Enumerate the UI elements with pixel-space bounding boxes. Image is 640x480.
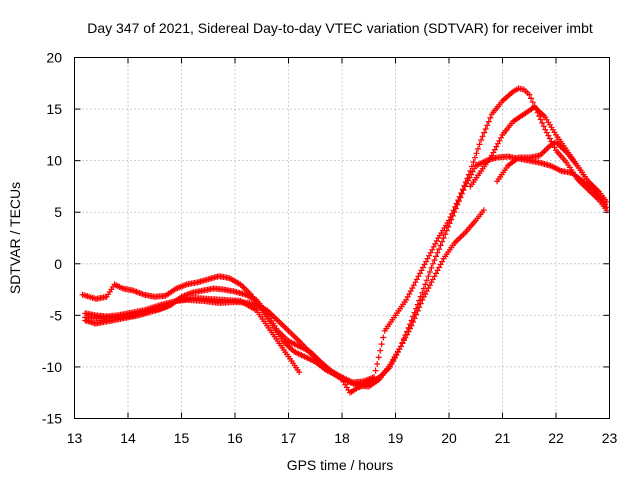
y-tick-label: 15 <box>46 101 62 117</box>
y-tick-label: -5 <box>50 307 63 323</box>
chart-title: Day 347 of 2021, Sidereal Day-to-day VTE… <box>87 20 593 36</box>
y-tick-label: 0 <box>54 256 62 272</box>
x-tick-label: 22 <box>548 430 564 446</box>
y-tick-label: -15 <box>42 411 62 427</box>
x-tick-label: 13 <box>67 430 83 446</box>
x-tick-label: 18 <box>334 430 350 446</box>
x-tick-label: 15 <box>174 430 190 446</box>
plus-markers <box>494 139 610 205</box>
y-tick-label: 20 <box>46 50 62 66</box>
x-tick-label: 23 <box>602 430 618 446</box>
x-tick-label: 19 <box>388 430 404 446</box>
axis-ticks: 13 14 15 16 17 18 19 20 21 22 23 -15 -10 -5 0 5 10 15 20 <box>42 50 618 447</box>
x-tick-label: 14 <box>120 430 136 446</box>
x-tick-label: 16 <box>227 430 243 446</box>
x-axis-label: GPS time / hours <box>287 457 394 473</box>
grid <box>74 57 610 419</box>
plus-markers <box>82 294 303 376</box>
data-series <box>79 85 610 396</box>
y-axis-label: SDTVAR / TECUs <box>7 182 23 294</box>
series-track-2 <box>82 85 610 386</box>
x-tick-label: 20 <box>441 430 457 446</box>
y-tick-label: 5 <box>54 204 62 220</box>
y-tick-label: 10 <box>46 153 62 169</box>
x-tick-label: 17 <box>281 430 297 446</box>
x-tick-label: 21 <box>495 430 511 446</box>
y-tick-label: -10 <box>42 359 62 375</box>
series-track-1 <box>79 153 608 390</box>
series-track-6 <box>494 139 610 205</box>
series-track-4 <box>82 294 303 376</box>
plus-markers <box>82 85 610 386</box>
plus-markers <box>79 153 608 390</box>
